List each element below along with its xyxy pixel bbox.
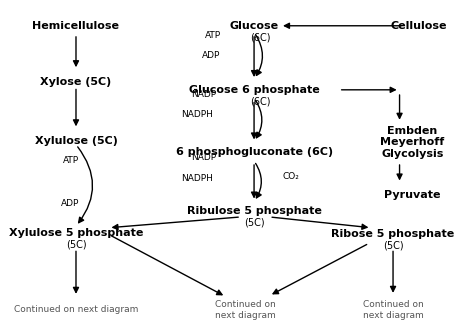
Text: (6C): (6C) [250, 32, 271, 42]
Text: Embden
Meyerhoff
Glycolysis: Embden Meyerhoff Glycolysis [381, 126, 445, 159]
Text: Xylulose (5C): Xylulose (5C) [35, 136, 118, 146]
Text: Hemicellulose: Hemicellulose [33, 21, 119, 31]
Text: ATP: ATP [64, 156, 80, 165]
Text: (5C): (5C) [66, 239, 86, 249]
Text: Continued on next diagram: Continued on next diagram [14, 305, 138, 314]
Text: Ribose 5 phosphate: Ribose 5 phosphate [331, 229, 455, 239]
Text: Xylulose 5 phosphate: Xylulose 5 phosphate [9, 228, 143, 238]
Text: CO₂: CO₂ [283, 172, 299, 181]
Text: Continued on
next diagram: Continued on next diagram [215, 300, 276, 320]
Text: ADP: ADP [61, 199, 80, 208]
Text: (6C): (6C) [250, 96, 271, 106]
Text: NADP: NADP [191, 90, 216, 99]
Text: NADPH: NADPH [181, 110, 213, 119]
Text: Xylose (5C): Xylose (5C) [40, 76, 111, 87]
Text: Glucose 6 phosphate: Glucose 6 phosphate [189, 85, 319, 95]
Text: Ribulose 5 phosphate: Ribulose 5 phosphate [187, 206, 321, 216]
Text: (5C): (5C) [244, 218, 264, 228]
Text: Continued on
next diagram: Continued on next diagram [363, 300, 423, 320]
Text: 6 phosphogluconate (6C): 6 phosphogluconate (6C) [175, 147, 333, 157]
Text: Glucose: Glucose [229, 21, 279, 31]
Text: Cellulose: Cellulose [391, 21, 447, 31]
Text: (5C): (5C) [383, 241, 403, 251]
Text: ATP: ATP [205, 31, 221, 40]
Text: NADP: NADP [191, 153, 216, 162]
Text: Pyruvate: Pyruvate [384, 190, 441, 200]
Text: NADPH: NADPH [181, 174, 213, 183]
Text: ADP: ADP [202, 51, 220, 60]
